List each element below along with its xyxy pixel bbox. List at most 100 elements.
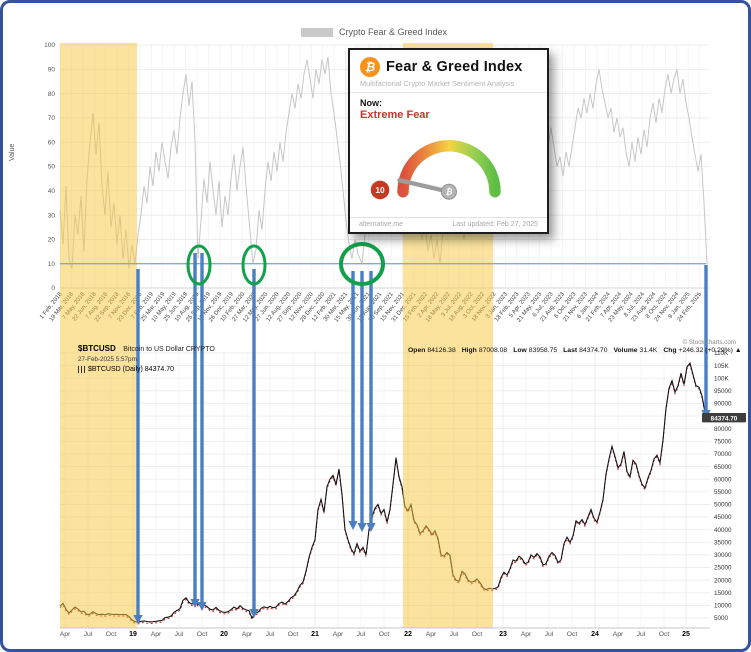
month-tick-label: Jul: [637, 631, 646, 638]
y-tick-label: 20: [48, 237, 56, 244]
month-tick-label: 25: [682, 631, 690, 638]
month-tick-label: Apr: [60, 631, 71, 638]
month-tick-label: Oct: [106, 631, 117, 638]
annotation-arrowhead: [133, 615, 143, 624]
month-tick-label: Apr: [151, 631, 162, 638]
y-tick-label: 100: [44, 42, 55, 49]
gauge-value-badge: [370, 180, 389, 200]
annotation-circle: [339, 242, 385, 286]
annotation-arrowhead: [249, 609, 259, 618]
y-tick-label: 80: [48, 91, 56, 98]
price-tick-label: 15000: [714, 590, 732, 597]
gauge-value: 10: [375, 185, 385, 195]
now-label: Now:: [360, 98, 382, 108]
last-price-tag: 84374.70: [711, 415, 738, 422]
price-tick-label: 5000: [714, 615, 729, 622]
series-label: $BTCUSD (Daily) 84374.70: [88, 366, 174, 374]
annotation-arrowhead: [190, 599, 200, 608]
price-tick-label: 105K: [714, 363, 730, 370]
month-tick-label: Oct: [659, 631, 670, 638]
fear-greed-panel: ₿ Fear & Greed Index Multifactorial Cryp…: [348, 48, 549, 234]
highlight-band: [60, 43, 137, 628]
month-tick-label: Jul: [357, 631, 366, 638]
month-tick-label: Jul: [266, 631, 275, 638]
quote-value: 31.4K: [639, 347, 658, 354]
quote-label: Chg: [663, 347, 677, 354]
last-price-tag-bg: [702, 413, 746, 423]
y-tick-label: 70: [48, 115, 56, 122]
price-tick-label: 20000: [714, 577, 732, 584]
month-tick-label: 24: [591, 631, 599, 638]
quote-label: High: [461, 347, 477, 354]
month-tick-label: Jul: [450, 631, 459, 638]
price-tick-label: 60000: [714, 476, 732, 483]
y-tick-label: 10: [48, 261, 56, 268]
top-chart-y-axis-title: Value: [9, 143, 16, 161]
month-tick-label: Oct: [472, 631, 483, 638]
price-tick-label: 70000: [714, 451, 732, 458]
month-tick-label: 19: [129, 631, 137, 638]
quote-value: 84374.70: [579, 347, 608, 354]
ticker-description: Bitcoin to US Dollar CRYPTO: [123, 346, 215, 353]
quote-value: 83958.75: [528, 347, 558, 354]
quote-value: 87008.08: [478, 347, 508, 354]
price-tick-label: 65000: [714, 464, 732, 471]
price-tick-label: 50000: [714, 502, 732, 509]
month-tick-label: Apr: [242, 631, 253, 638]
stockcharts-copyright: © StockCharts.com: [682, 339, 736, 346]
chart-type-icon: [78, 366, 85, 374]
month-tick-label: Oct: [379, 631, 390, 638]
annotation-arrowhead: [366, 523, 376, 532]
month-tick-label: Oct: [288, 631, 299, 638]
price-tick-label: 95000: [714, 388, 732, 395]
annotation-circle: [186, 244, 212, 286]
annotation-arrowhead: [357, 523, 367, 532]
price-tick-label: 55000: [714, 489, 732, 496]
annotation-circle: [241, 244, 267, 286]
quote-value: +246.32 (+0.29%) ▲: [678, 347, 742, 354]
bitcoin-icon: ₿: [360, 57, 380, 77]
price-tick-label: 35000: [714, 540, 732, 547]
price-tick-label: 10000: [714, 603, 732, 610]
chart-datetime: 27-Feb-2025 5:57pm: [78, 356, 137, 363]
y-tick-label: 50: [48, 164, 56, 171]
price-tick-label: 30000: [714, 552, 732, 559]
price-tick-label: 110K: [714, 350, 729, 357]
btc-chart-header-left: $BTCUSD Bitcoin to US Dollar CRYPTO 27-F…: [78, 339, 215, 374]
price-tick-label: 90000: [714, 401, 732, 408]
top-chart-legend: Crypto Fear & Greed Index: [301, 27, 447, 37]
last-updated: Last updated: Feb 27, 2025: [452, 221, 538, 228]
price-tick-label: 75000: [714, 439, 732, 446]
y-tick-label: 0: [51, 285, 55, 292]
annotation-arrowhead: [197, 602, 207, 611]
annotation-arrowhead: [348, 521, 358, 530]
month-tick-label: Jul: [545, 631, 554, 638]
month-tick-label: Jul: [84, 631, 93, 638]
month-tick-label: Oct: [197, 631, 208, 638]
price-tick-label: 100K: [714, 375, 730, 382]
gauge-hub: [440, 183, 457, 200]
price-tick-label: 40000: [714, 527, 732, 534]
price-tick-label: 80000: [714, 426, 732, 433]
month-tick-label: Oct: [567, 631, 578, 638]
month-tick-label: Apr: [613, 631, 624, 638]
month-tick-label: 21: [311, 631, 319, 638]
gauge-hub-bitcoin-icon: ₿: [445, 188, 452, 197]
y-tick-label: 90: [48, 67, 56, 74]
legend-label: Crypto Fear & Greed Index: [339, 27, 448, 37]
y-tick-label: 30: [48, 212, 56, 219]
gauge-arc: [396, 140, 501, 198]
fear-greed-subtitle: Multifactorial Crypto Market Sentiment A…: [350, 77, 547, 93]
month-tick-label: Apr: [521, 631, 532, 638]
sentiment-gauge: ₿ 10: [370, 140, 501, 200]
month-tick-label: 20: [220, 631, 228, 638]
y-tick-label: 60: [48, 139, 56, 146]
fear-greed-title: Fear & Greed Index: [386, 59, 523, 75]
quote-label: Low: [513, 347, 527, 354]
quote-label: Last: [563, 347, 578, 354]
y-tick-label: 40: [48, 188, 56, 195]
btc-series: [59, 361, 709, 623]
month-tick-label: 23: [499, 631, 507, 638]
quote-line: Open 84126.38 High 87008.08 Low 83958.75 Last 8…: [408, 347, 748, 354]
